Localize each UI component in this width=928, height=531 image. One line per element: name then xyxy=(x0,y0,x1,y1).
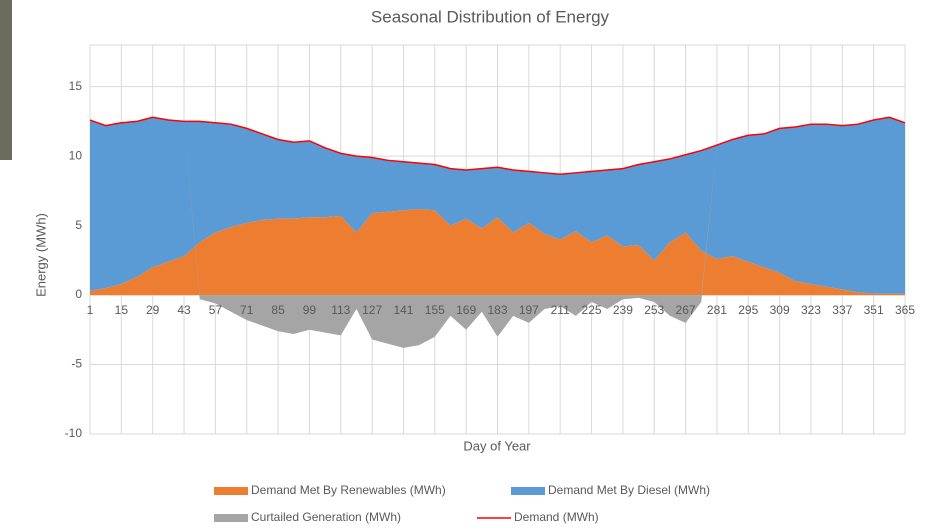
x-tick-label: 309 xyxy=(770,303,790,317)
x-tick-label: 281 xyxy=(707,303,727,317)
y-tick-label: -10 xyxy=(65,426,83,440)
chart: Seasonal Distribution of Energy Day of Y… xyxy=(0,0,928,526)
legend-swatch xyxy=(511,487,545,495)
x-tick-label: 351 xyxy=(864,303,884,317)
y-tick-label: 15 xyxy=(69,79,83,93)
x-tick-label: 225 xyxy=(582,303,602,317)
chart-title: Seasonal Distribution of Energy xyxy=(371,7,610,26)
x-tick-label: 197 xyxy=(519,303,539,317)
x-axis-title: Day of Year xyxy=(463,438,531,453)
y-tick-label: 5 xyxy=(75,218,82,232)
x-tick-label: 113 xyxy=(331,303,350,317)
x-tick-label: 85 xyxy=(271,303,285,317)
x-tick-label: 169 xyxy=(456,303,476,317)
y-tick-label: 0 xyxy=(75,287,82,301)
legend: Demand Met By Renewables (MWh) Demand Met… xyxy=(214,483,710,524)
x-tick-label: 43 xyxy=(177,303,191,317)
y-tick-label: 10 xyxy=(69,148,83,162)
x-tick-label: 253 xyxy=(644,303,664,317)
x-tick-label: 337 xyxy=(832,303,852,317)
legend-swatch xyxy=(214,514,248,522)
x-tick-label: 141 xyxy=(393,303,413,317)
x-tick-label: 239 xyxy=(613,303,633,317)
plot-area xyxy=(90,45,905,434)
x-tick-label: 57 xyxy=(209,303,223,317)
x-tick-label: 211 xyxy=(551,303,570,317)
x-tick-label: 323 xyxy=(801,303,821,317)
x-tick-label: 71 xyxy=(240,303,254,317)
background-image-fragment xyxy=(0,0,12,160)
legend-label: Demand (MWh) xyxy=(514,510,599,524)
y-axis-title: Energy (MWh) xyxy=(33,213,48,297)
x-tick-label: 295 xyxy=(738,303,758,317)
legend-label: Demand Met By Diesel (MWh) xyxy=(548,483,710,497)
x-tick-label: 365 xyxy=(895,303,915,317)
x-tick-label: 155 xyxy=(425,303,445,317)
x-tick-label: 29 xyxy=(146,303,160,317)
x-tick-label: 127 xyxy=(362,303,382,317)
legend-label: Demand Met By Renewables (MWh) xyxy=(251,483,446,497)
x-tick-label: 15 xyxy=(115,303,129,317)
x-tick-label: 267 xyxy=(676,303,696,317)
y-tick-label: -5 xyxy=(71,357,82,371)
legend-label: Curtailed Generation (MWh) xyxy=(251,510,401,524)
x-tick-label: 99 xyxy=(303,303,317,317)
legend-swatch xyxy=(214,487,248,495)
x-tick-label: 183 xyxy=(487,303,507,317)
x-tick-label: 1 xyxy=(87,303,94,317)
